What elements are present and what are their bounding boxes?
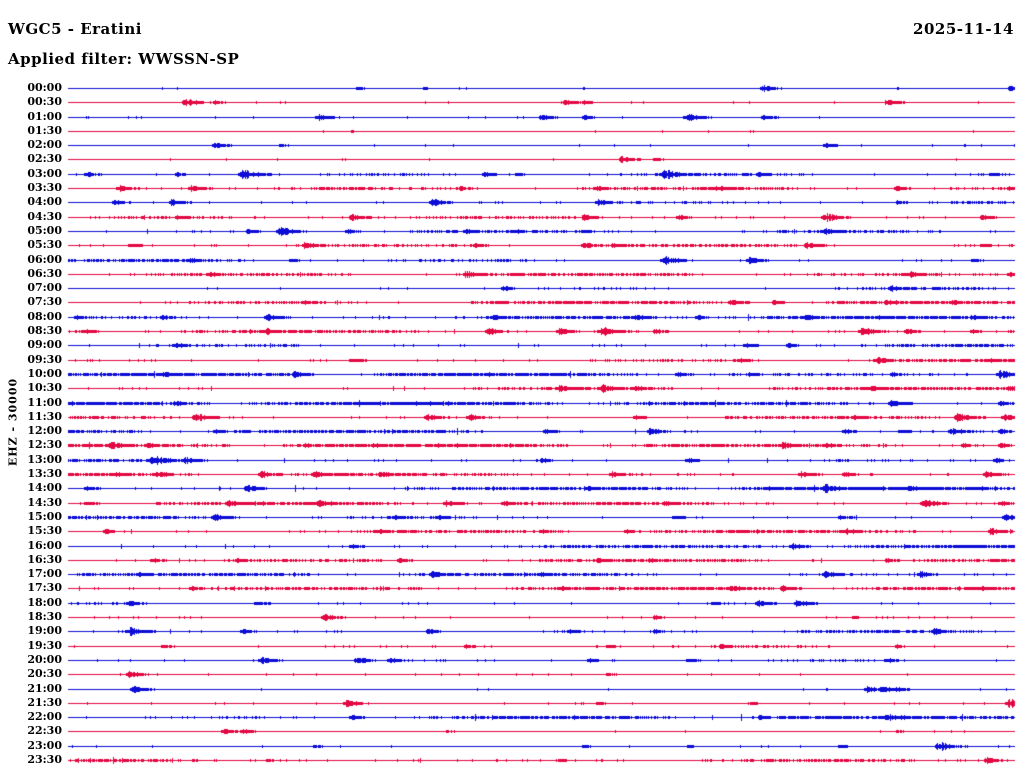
row-time-label: 09:00 — [27, 338, 62, 351]
row-time-label: 06:30 — [27, 267, 62, 280]
row-time-label: 08:30 — [27, 324, 62, 337]
row-time-label: 15:30 — [27, 524, 62, 537]
row-time-label: 16:00 — [27, 539, 62, 552]
row-time-label: 22:30 — [27, 724, 62, 737]
row-time-label: 20:30 — [27, 667, 62, 680]
row-time-label: 23:30 — [27, 753, 62, 766]
row-time-label: 23:00 — [27, 739, 62, 752]
row-time-label: 12:30 — [27, 438, 62, 451]
row-time-label: 22:00 — [27, 710, 62, 723]
row-time-label: 01:30 — [27, 124, 62, 137]
row-time-label: 12:00 — [27, 424, 62, 437]
row-time-label: 11:30 — [27, 410, 62, 423]
row-time-label: 01:00 — [27, 110, 62, 123]
row-time-label: 15:00 — [27, 510, 62, 523]
row-time-label: 19:30 — [27, 639, 62, 652]
row-time-label: 11:00 — [27, 396, 62, 409]
row-time-label: 09:30 — [27, 353, 62, 366]
row-time-label: 14:00 — [27, 481, 62, 494]
row-time-label: 21:00 — [27, 682, 62, 695]
row-time-label: 13:00 — [27, 453, 62, 466]
row-time-label: 07:00 — [27, 281, 62, 294]
row-time-label: 10:00 — [27, 367, 62, 380]
row-time-label: 13:30 — [27, 467, 62, 480]
row-time-label: 16:30 — [27, 553, 62, 566]
filter-label: Applied filter: WWSSN-SP — [8, 50, 240, 68]
row-time-label: 03:30 — [27, 181, 62, 194]
row-time-label: 17:00 — [27, 567, 62, 580]
row-time-label: 00:30 — [27, 95, 62, 108]
row-time-label: 17:30 — [27, 581, 62, 594]
row-time-label: 20:00 — [27, 653, 62, 666]
row-time-label: 19:00 — [27, 624, 62, 637]
row-time-label: 03:00 — [27, 167, 62, 180]
row-time-label: 05:00 — [27, 224, 62, 237]
row-time-label: 07:30 — [27, 295, 62, 308]
row-time-label: 02:00 — [27, 138, 62, 151]
row-time-label: 02:30 — [27, 152, 62, 165]
row-time-label: 05:30 — [27, 238, 62, 251]
row-time-label: 04:30 — [27, 210, 62, 223]
row-time-label: 06:00 — [27, 253, 62, 266]
date-label: 2025-11-14 — [913, 20, 1014, 38]
row-time-label: 21:30 — [27, 696, 62, 709]
row-time-label: 04:00 — [27, 195, 62, 208]
row-time-label: 14:30 — [27, 496, 62, 509]
row-time-label: 10:30 — [27, 381, 62, 394]
row-time-label: 18:00 — [27, 596, 62, 609]
station-title: WGC5 - Eratini — [8, 20, 142, 38]
row-time-label: 00:00 — [27, 81, 62, 94]
row-time-label: 08:00 — [27, 310, 62, 323]
row-time-label: 18:30 — [27, 610, 62, 623]
